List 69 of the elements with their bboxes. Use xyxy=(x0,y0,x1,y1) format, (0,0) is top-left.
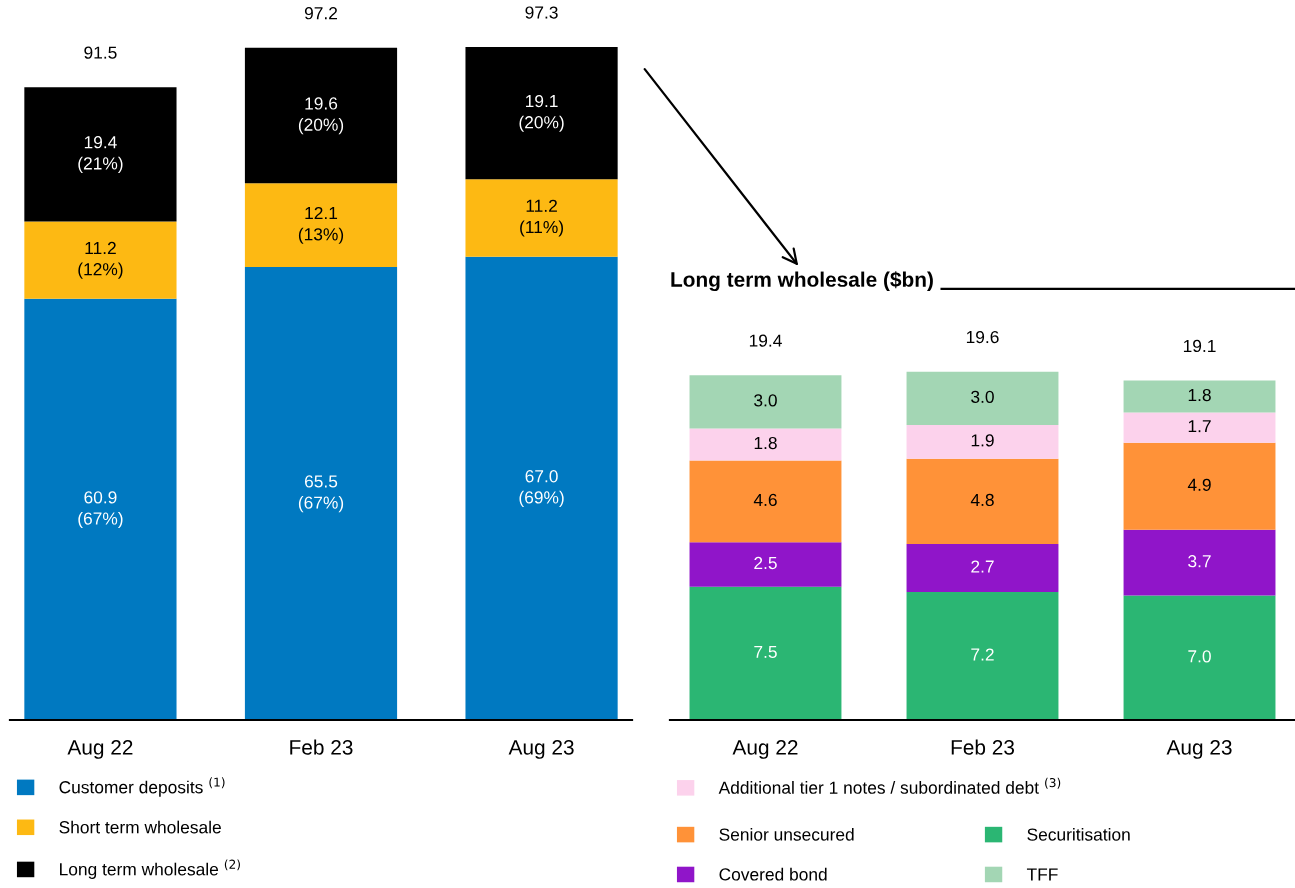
bar xyxy=(689,375,842,429)
legend-label: Short term wholesale xyxy=(59,820,221,834)
bar xyxy=(689,460,842,543)
data-label: 19.6 (20%) xyxy=(298,97,344,135)
bar xyxy=(906,424,1059,459)
data-label: 60.9 (67%) xyxy=(78,491,123,529)
bar xyxy=(689,428,842,461)
chart-title: Long term wholesale ($bn) xyxy=(671,271,933,292)
data-label: 11.2 (12%) xyxy=(78,241,123,279)
legend-label: TFF xyxy=(1026,868,1058,881)
data-label: 2.7 xyxy=(971,560,994,573)
bar xyxy=(465,179,618,257)
legend-label: Customer deposits $^{(1)}$ xyxy=(59,777,225,797)
bar xyxy=(689,542,842,587)
total-label: 91.5 xyxy=(84,46,117,59)
x-tick-label: Feb 23 xyxy=(290,739,353,755)
data-label: 7.2 xyxy=(971,648,994,661)
legend-label: Additional tier 1 notes / subordinated debt $^{(3)}$ xyxy=(718,777,1061,794)
data-label: 4.8 xyxy=(970,493,994,507)
data-label: 11.2 (11%) xyxy=(520,199,564,237)
bar xyxy=(906,544,1059,593)
bar xyxy=(24,221,177,299)
data-label: 1.8 xyxy=(754,436,777,450)
x-tick-label: Aug 23 xyxy=(508,739,574,759)
bar xyxy=(24,298,177,720)
bar xyxy=(244,47,398,184)
x-tick-label: Aug 23 xyxy=(1166,739,1232,759)
total-label: 97.2 xyxy=(304,7,338,20)
data-label: 12.1 (13%) xyxy=(298,206,344,244)
data-label: 1.7 xyxy=(1188,420,1211,433)
x-tick-label: Feb 23 xyxy=(951,739,1015,755)
total-label: 19.6 xyxy=(966,330,999,344)
data-label: 3.0 xyxy=(971,390,994,403)
total-label: 19.1 xyxy=(1183,339,1216,353)
bar xyxy=(24,87,177,222)
data-label: 19.4 (21%) xyxy=(78,136,123,173)
bar xyxy=(465,47,618,180)
bar xyxy=(465,256,618,720)
bar xyxy=(1123,529,1276,596)
legend-label: Securitisation xyxy=(1027,827,1130,841)
x-tick-label: Aug 22 xyxy=(67,739,133,759)
bar xyxy=(1123,442,1276,530)
data-label: 2.5 xyxy=(754,556,777,570)
bar xyxy=(1123,595,1276,720)
data-label: 1.9 xyxy=(971,434,994,447)
data-label: 67.0 (69%) xyxy=(519,470,564,508)
legend-label: Long term wholesale $^{(2)}$ xyxy=(60,859,240,879)
legend-label: Senior unsecured xyxy=(719,827,854,841)
bar xyxy=(906,592,1059,720)
total-label: 19.4 xyxy=(749,334,782,347)
bar xyxy=(244,267,398,720)
data-label: 4.6 xyxy=(753,493,777,507)
data-label: 7.5 xyxy=(754,645,777,659)
data-label: 19.1 (20%) xyxy=(519,94,564,132)
bar xyxy=(244,183,398,268)
data-label: 3.7 xyxy=(1188,555,1211,568)
data-label: 3.0 xyxy=(754,394,777,407)
data-label: 4.9 xyxy=(1187,478,1211,491)
total-label: 97.3 xyxy=(525,6,558,19)
bar xyxy=(689,586,842,720)
bar xyxy=(1123,380,1276,413)
x-tick-label: Aug 22 xyxy=(732,739,798,759)
data-label: 65.5 (67%) xyxy=(298,475,344,513)
bar xyxy=(906,371,1059,425)
data-label: 7.0 xyxy=(1188,650,1211,663)
bar xyxy=(906,458,1059,545)
bar xyxy=(1123,412,1276,443)
data-label: 1.8 xyxy=(1188,388,1211,402)
legend-label: Covered bond xyxy=(719,867,827,881)
